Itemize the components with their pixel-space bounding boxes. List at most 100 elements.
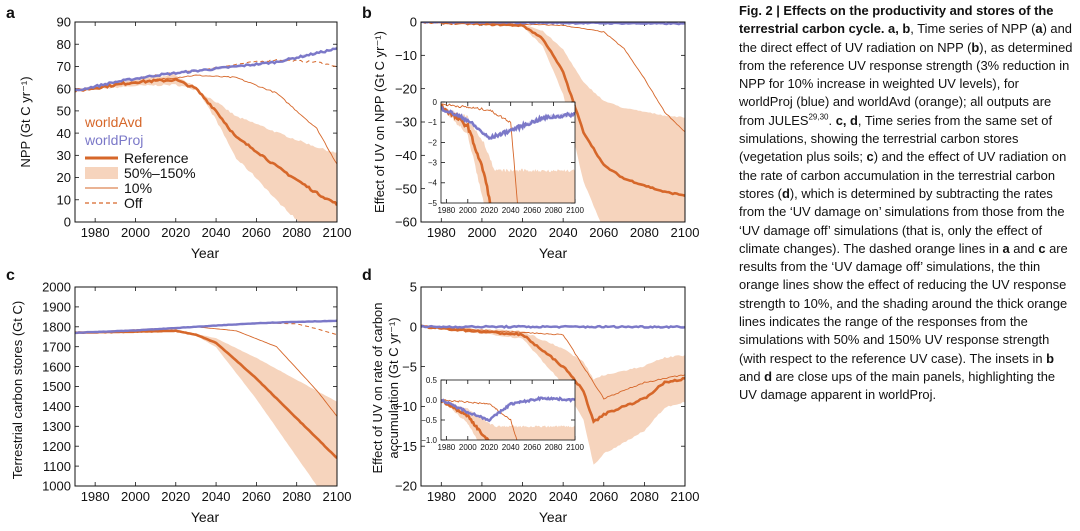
caption-text: and xyxy=(739,368,765,384)
worldproj-line xyxy=(421,324,685,329)
caption-text: ) and the effect of UV radiation on the … xyxy=(739,149,1067,201)
caption-ref: c, d xyxy=(835,112,858,128)
caption-text: and xyxy=(1009,240,1039,256)
ylabel-d-line1: Effect of UV on rate of carbon xyxy=(370,302,385,473)
inset-d-axes: 1980 2000 2020 2040 2060 2080 2100 0.5 0.0 −0.5 −1… xyxy=(421,376,584,452)
legend-band: 50%–150% xyxy=(124,165,196,181)
worldproj-line xyxy=(441,105,575,141)
y-tick-label: 10 xyxy=(57,192,71,207)
x-tick-label: 2020 xyxy=(480,443,498,452)
x-tick-label: 1980 xyxy=(437,443,455,452)
panel-letter-a: a xyxy=(6,5,15,22)
x-tick-label: 2080 xyxy=(630,489,659,504)
panel-d-axes: 1980 2000 2020 2040 2060 2080 210050−5−10−15−2… xyxy=(395,280,700,504)
y-tick-label: 1500 xyxy=(42,379,71,394)
y-tick-label: −1 xyxy=(428,118,438,127)
y-tick-label: −50 xyxy=(395,181,417,196)
panel-frame xyxy=(74,286,338,487)
worldavd-10pct-line xyxy=(441,103,518,203)
y-tick-label: 1800 xyxy=(42,319,71,334)
y-tick-label: 50 xyxy=(57,104,71,119)
x-tick-label: 2080 xyxy=(545,443,563,452)
x-tick-label: 2020 xyxy=(508,489,537,504)
x-tick-label: 2040 xyxy=(502,206,520,215)
y-tick-label: −4 xyxy=(428,179,438,188)
caption-text: , Time series of NPP ( xyxy=(910,21,1036,37)
caption-ref: a, b xyxy=(884,21,911,37)
y-tick-label: 80 xyxy=(57,37,71,52)
inset-b-axes: 1980 2000 2020 2040 2060 2080 2100 0 −1 −2 −3 −4 −5 xyxy=(428,98,585,215)
xlabel-c: Year xyxy=(191,509,220,525)
legend-worldavd: worldAvd xyxy=(84,114,142,130)
x-tick-label: 2100 xyxy=(323,489,352,504)
caption-heading: Fig. 2 | Effects on the productivity and… xyxy=(739,3,1054,37)
y-tick-label: 0 xyxy=(64,215,71,230)
y-tick-label: −2 xyxy=(428,138,438,147)
caption-ref: a xyxy=(1035,21,1043,37)
x-tick-label: 2020 xyxy=(508,225,537,240)
caption-text: are close ups of the main panels, highli… xyxy=(739,368,1056,403)
panel-letter-c: c xyxy=(6,267,15,284)
x-tick-label: 2040 xyxy=(202,489,231,504)
y-tick-label: 1400 xyxy=(42,399,71,414)
caption-text: ) and the direct effect of UV radiation … xyxy=(739,21,1072,55)
x-tick-label: 1980 xyxy=(437,206,455,215)
x-tick-label: 2060 xyxy=(523,443,541,452)
y-tick-label: 5 xyxy=(410,280,417,295)
legend-band-swatch xyxy=(85,167,118,179)
x-tick-label: 2040 xyxy=(549,489,578,504)
y-tick-label: 90 xyxy=(57,15,71,30)
x-tick-label: 2060 xyxy=(242,225,271,240)
y-tick-label: 40 xyxy=(57,126,71,141)
y-tick-label: −5 xyxy=(402,359,417,374)
worldavd-reference-line xyxy=(75,77,337,207)
panel-a-axes: 1980 2000 2020 2040 2060 2080 2100 0 10 20 30 40 50 6… xyxy=(57,15,352,240)
x-tick-label: 2100 xyxy=(671,225,700,240)
ylabel-b: Effect of UV on NPP (Gt C yr⁻¹) xyxy=(372,31,387,213)
x-tick-label: 2000 xyxy=(467,489,496,504)
x-tick-label: 2000 xyxy=(467,225,496,240)
y-tick-label: −40 xyxy=(395,148,417,163)
ylabel-d-line2: accumulation (Gt C yr⁻¹) xyxy=(386,317,401,458)
x-tick-label: 2040 xyxy=(202,225,231,240)
worldproj-line xyxy=(75,319,337,335)
x-tick-label: 2000 xyxy=(459,443,477,452)
y-tick-label: −10 xyxy=(395,399,417,414)
legend-reference: Reference xyxy=(124,150,189,166)
y-tick-label: −0.5 xyxy=(421,416,437,425)
x-tick-label: 2040 xyxy=(549,225,578,240)
series-group xyxy=(441,103,575,203)
reference-range-band xyxy=(421,22,685,222)
panel-frame xyxy=(420,21,686,223)
y-tick-label: 1600 xyxy=(42,359,71,374)
panel-frame xyxy=(74,21,338,223)
series-group xyxy=(441,395,575,440)
reference-range-band xyxy=(441,105,575,203)
y-tick-label: 1300 xyxy=(42,419,71,434)
legend-worldproj: worldProj xyxy=(84,132,143,148)
xlabel-d: Year xyxy=(539,509,568,525)
x-tick-label: 2000 xyxy=(121,225,150,240)
caption-ref: d xyxy=(781,185,790,201)
y-tick-label: 20 xyxy=(57,170,71,185)
x-tick-label: 2060 xyxy=(242,489,271,504)
ylabel-a: NPP (Gt C yr⁻¹) xyxy=(18,76,33,167)
y-tick-label: 0.5 xyxy=(426,376,438,385)
worldavd-off-line xyxy=(75,58,337,92)
x-tick-label: 2020 xyxy=(480,206,498,215)
x-tick-label: 2080 xyxy=(545,206,563,215)
worldproj-line xyxy=(441,395,575,423)
caption-text: are results from the ‘UV damage off’ sim… xyxy=(739,240,1068,366)
worldavd-10pct-line xyxy=(441,399,518,440)
y-tick-label: −30 xyxy=(395,115,417,130)
y-tick-label: −5 xyxy=(428,199,438,208)
y-tick-label: −1.0 xyxy=(421,436,437,445)
x-tick-label: 2020 xyxy=(161,489,190,504)
y-tick-label: 1100 xyxy=(43,459,71,474)
y-tick-label: −60 xyxy=(395,215,417,230)
caption-ref: d xyxy=(764,368,772,384)
figure-panels: a b c d NPP (Gt C yr⁻¹) Effect of UV on … xyxy=(6,5,700,525)
x-tick-label: 1980 xyxy=(427,489,456,504)
x-tick-label: 2100 xyxy=(323,225,352,240)
panel-c-axes: 1980 2000 2020 2040 2060 2080 2100 1000 1100 1200… xyxy=(42,280,352,504)
